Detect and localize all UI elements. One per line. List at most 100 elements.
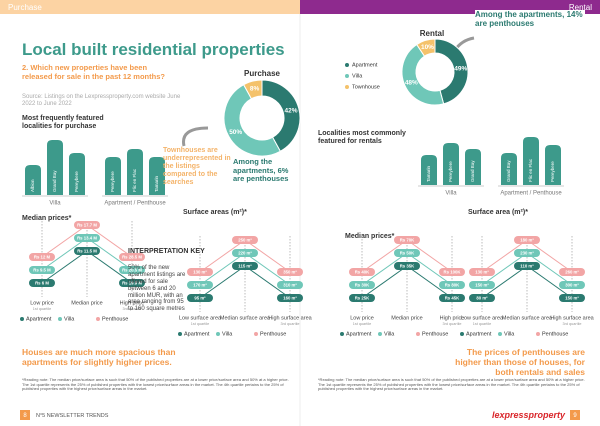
penthouse-note: Among the apartments, 6% are penthouses [233,157,289,184]
bar-label: Flic en Flac [132,168,137,192]
brand: lexpressproperty [492,410,566,420]
pill-label: 80 m² [476,295,488,300]
legend-dot [345,74,349,78]
donut-segment [223,84,281,157]
bar [25,165,41,195]
pill-label: Rs 12 M [34,254,51,259]
source: Source: Listings on the Lexpressproperty… [22,94,181,107]
pill-label: Rs 9.5 M [33,267,51,272]
pill [74,221,100,229]
pill-label: Rs 40K [355,269,370,274]
legend-dot [254,332,258,336]
pill-label: 310 m² [283,282,297,287]
bar [545,145,561,185]
pill-label: Rs 20.5 M [122,267,142,272]
pill-label: 110 m² [520,263,534,268]
diagram-title: Median prices* [22,215,72,222]
donut-label: 8% [250,86,260,93]
group-label: Villa [445,191,457,197]
donut-title: Rental [420,29,444,38]
key-text: 50% of the new apartment listings are of… [128,265,186,313]
arrow [182,126,209,147]
legend-label: Apartment [466,331,492,337]
bar-label: Flic en Flac [528,158,533,182]
pill-label: Rs 25K [355,295,370,300]
axis-label: Median price [391,315,423,321]
localities-title: Most frequently featured localities for … [22,115,104,131]
legend-dot [345,85,349,89]
pill [232,236,258,244]
legend-label: Apartment [184,331,210,337]
axis-sub: 1st quartile [353,322,372,326]
pill [74,247,100,255]
donut-label: 49% [454,65,467,72]
legend-label: Villa [504,331,515,337]
donut-segment [243,79,263,100]
axis-label: Median surface area [220,315,271,321]
header-left: Purchase [8,3,42,12]
axis-label: Low surface area [179,315,222,321]
pill [29,253,55,261]
pill [439,294,465,302]
legend-dot [460,332,464,336]
pill-label: 160 m² [283,295,297,300]
pill-label: 130 m² [193,269,207,274]
pill-label: Rs 19.9 M [122,280,142,285]
page-badge [20,410,30,420]
pill-label: Rs 100K [444,269,462,274]
legend-label: Townhouse [352,84,380,90]
group-label: Apartment / Penthouse [104,201,166,207]
legend-dot [340,332,344,336]
axis-sub: 3rd quartile [281,322,300,326]
pill [394,249,420,257]
bar [105,157,121,195]
pill-label: Rs 35K [400,263,415,268]
axis-label: High price [440,315,465,321]
legend-label: Penthouse [422,331,448,337]
legend-label: Penthouse [260,331,286,337]
legend-label: Penthouse [102,316,128,322]
pill-label: 180 m² [520,237,534,242]
bar [523,137,539,185]
bar-label: Pereybere [550,161,555,182]
donut-segment [416,38,436,57]
axis-sub: 3rd quartile [123,307,142,311]
bar [421,155,437,185]
header-right: Rental [569,3,592,12]
pill-label: Rs 70K [400,237,415,242]
donut-segment [261,79,301,152]
pill-label: 170 m² [193,282,207,287]
donut-segment [401,43,445,106]
page-number: 9 [573,413,577,419]
reading-note: *Reading note: The median price/surface … [22,377,289,392]
pill [514,249,540,257]
legend-label: Villa [352,73,363,79]
donut-label: 42% [285,107,298,114]
pill-label: Rs 45K [445,295,460,300]
legend-label: Villa [222,331,233,337]
pill-label: 250 m² [238,237,252,242]
bar-label: Pereybere [74,171,79,192]
diagram-title: Surface area (m²)* [468,209,528,216]
conclusion: Houses are much more spacious than apart… [22,347,176,367]
donut-title: Purchase [244,69,281,78]
bar-label: Tamarin [426,165,431,182]
pill [119,279,145,287]
pill [514,236,540,244]
pill-label: 260 m² [565,269,579,274]
legend-label: Apartment [352,62,378,68]
pill [119,266,145,274]
pill [559,294,585,302]
bar-label: Albion [30,179,35,192]
legend-dot [536,332,540,336]
pill-label: 150 m² [565,295,579,300]
legend-dot [178,332,182,336]
axis-sub: 1st quartile [473,322,492,326]
pill [559,268,585,276]
bar-label: Pereybere [448,161,453,182]
legend-dot [378,332,382,336]
legend-label: Apartment [26,316,52,322]
pill [119,253,145,261]
donut-label: 50% [229,129,242,136]
axis-sub: 1st quartile [33,307,52,311]
